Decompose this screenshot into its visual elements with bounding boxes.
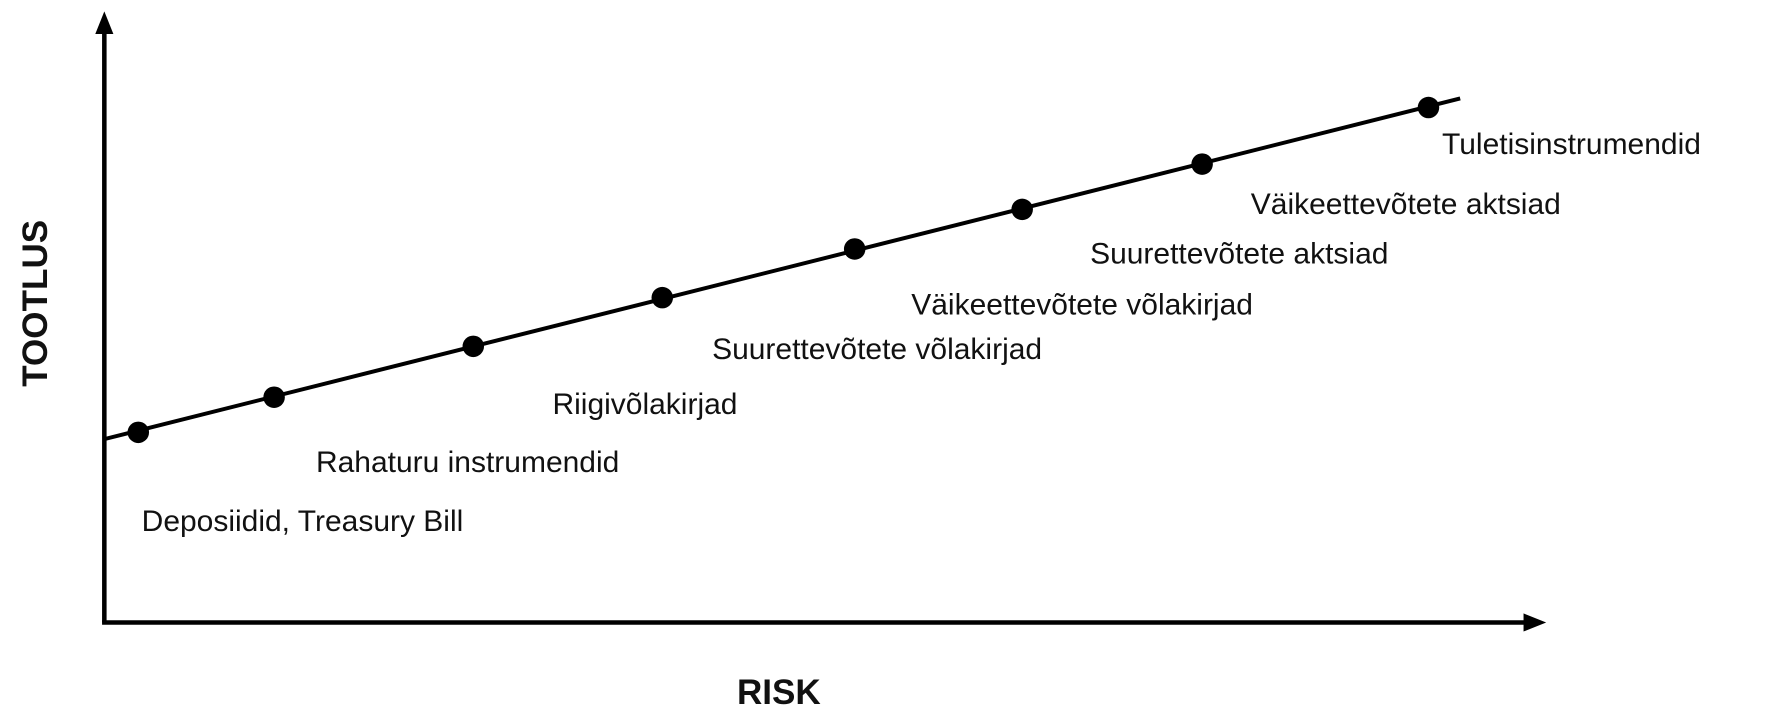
points: Deposiidid, Treasury Bill Rahaturu instru… xyxy=(127,96,1701,538)
point-label: Väikeettevõtete aktsiad xyxy=(1251,188,1561,221)
risk-return-line xyxy=(103,96,1461,442)
y-axis-arrow xyxy=(95,11,114,34)
point xyxy=(1191,153,1213,175)
y-axis-label: TOOTLUS xyxy=(16,220,55,387)
point-label: Tuletisinstrumendid xyxy=(1442,128,1701,161)
point-label: Deposiidid, Treasury Bill xyxy=(142,505,464,538)
point xyxy=(651,286,674,309)
point-label: Suurettevõtete aktsiad xyxy=(1090,238,1388,271)
x-axis-label: RISK xyxy=(737,673,821,712)
point xyxy=(843,238,866,260)
point xyxy=(127,421,150,444)
point xyxy=(1011,198,1033,221)
point-label: Väikeettevõtete võlakirjad xyxy=(911,289,1253,322)
x-axis-arrow xyxy=(1523,613,1547,632)
point xyxy=(263,386,285,408)
point-label: Rahaturu instrumendid xyxy=(316,446,619,479)
point-label: Riigivõlakirjad xyxy=(553,388,738,421)
point-label: Suurettevõtete võlakirjad xyxy=(712,333,1042,366)
point xyxy=(462,335,485,358)
point xyxy=(1417,96,1440,119)
